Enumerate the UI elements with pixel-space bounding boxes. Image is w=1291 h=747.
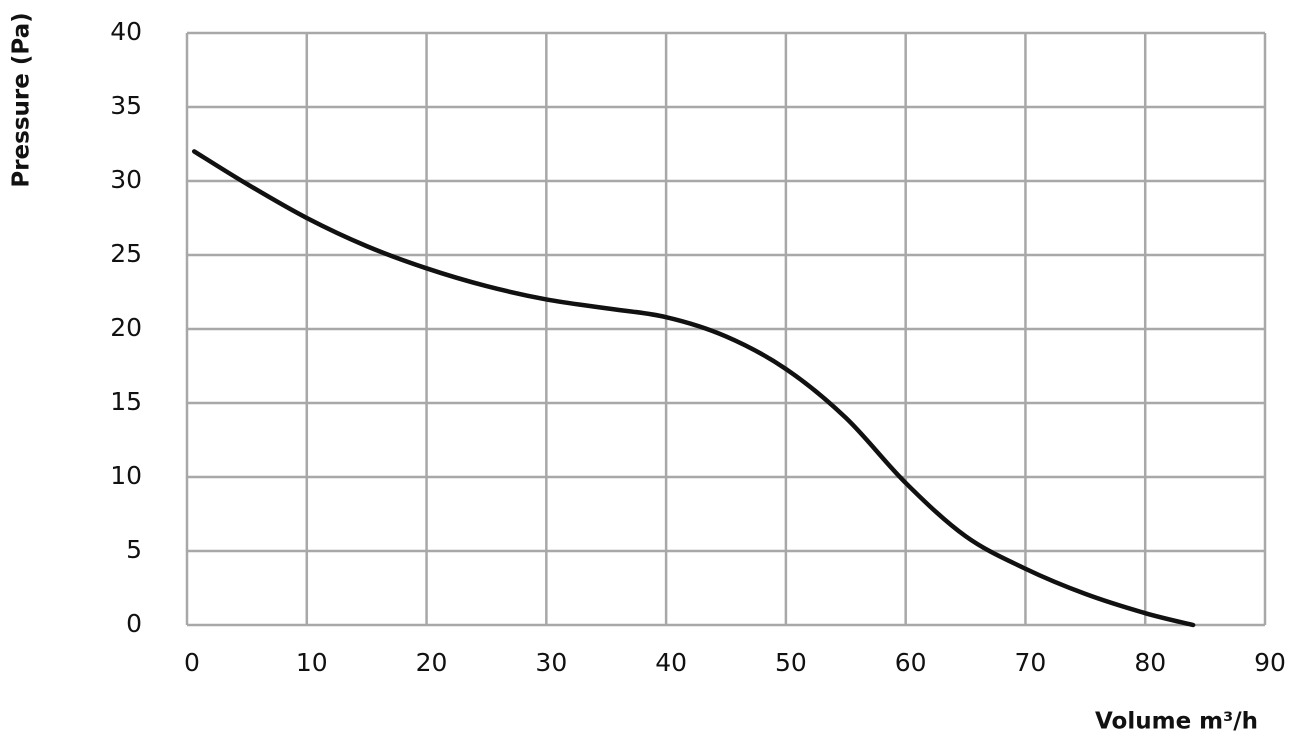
x-tick-label: 10: [296, 648, 328, 677]
x-tick-label: 30: [535, 648, 567, 677]
y-tick-label: 15: [110, 387, 142, 416]
x-tick-label: 70: [1015, 648, 1047, 677]
y-tick-label: 30: [110, 165, 142, 194]
y-tick-label: 25: [110, 239, 142, 268]
y-tick-label: 20: [110, 313, 142, 342]
y-tick-label: 5: [126, 535, 142, 564]
x-tick-label: 60: [895, 648, 927, 677]
y-tick-label: 35: [110, 91, 142, 120]
x-tick-label: 90: [1254, 648, 1286, 677]
data-line: [191, 149, 1196, 628]
y-tick-label: 0: [126, 609, 142, 638]
x-tick-label: 40: [655, 648, 687, 677]
x-tick-label: 20: [416, 648, 448, 677]
x-axis-label: Volume m³/h: [1095, 709, 1258, 735]
y-tick-label: 40: [110, 17, 142, 46]
y-axis-label: Pressure (Pa): [9, 12, 35, 187]
y-tick-label: 10: [110, 461, 142, 490]
x-tick-label: 0: [184, 648, 200, 677]
x-tick-label: 50: [775, 648, 807, 677]
x-tick-label: 80: [1134, 648, 1166, 677]
